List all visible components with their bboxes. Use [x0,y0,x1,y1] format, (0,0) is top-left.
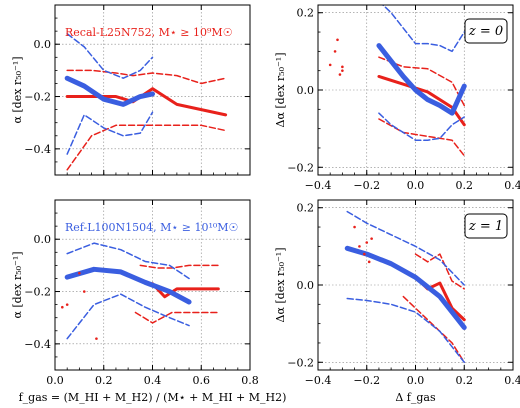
percentile-line-5 [378,112,465,141]
x-tick-label: 0.6 [193,374,211,387]
x-tick-label: 0.2 [95,374,113,387]
percentile-line-5 [66,293,190,340]
scatter-point [363,252,366,256]
panel-title: Recal-L25N752, M⋆ ≥ 10⁹M☉ [65,26,233,39]
percentile-line-2 [402,295,465,364]
y-tick-label: 0.0 [34,233,52,246]
redshift-box [464,213,508,239]
x-tick-label: 0.0 [407,374,425,387]
percentile-line-4 [66,33,154,79]
x-tick-label: 0.2 [456,374,474,387]
percentile-line-4 [66,242,190,280]
percentile-line-5 [66,111,154,155]
scatter-point [353,225,356,229]
x-tick-label: 0.4 [504,374,520,387]
percentile-line-5 [346,297,465,364]
percentile-line-2 [134,311,220,324]
y-tick-label: −0.2 [24,286,51,299]
scatter-point [370,237,373,240]
scatter-point [328,63,332,67]
plot-area [61,242,220,340]
plot-area [344,210,467,364]
percentile-line-2 [378,118,465,157]
redshift-label: z = 0 [468,24,503,39]
x-tick-label: 0.4 [144,374,162,387]
scatter-point [365,241,369,244]
panel-top-left: −0.4 −0.2 0.0 α [dex r₅₀⁻¹] Recal-L25N752, M… [11,4,251,176]
median-line-0 [151,282,220,299]
y-axis-label: α [dex r₅₀⁻¹] [11,251,24,318]
scatter-point [95,337,98,340]
y-tick-label: 0.2 [297,202,315,215]
x-tick-label: −0.4 [305,179,332,192]
median-line-3 [64,266,192,305]
x-tick-label: −0.2 [353,179,380,192]
y-axis-label: α [dex r₅₀⁻¹] [11,56,24,123]
x-axis-label: Δ f_gas [395,391,436,404]
median-line-3 [64,75,155,107]
y-tick-label: 0.0 [297,84,315,97]
median-line-3 [376,43,467,116]
percentile-line-1 [66,69,227,85]
x-axis-label: f_gas = (M_HI + M_H2) / (M⋆ + M_HI + M_H… [19,391,287,404]
scatter-point [341,65,344,69]
scatter-point [82,290,86,293]
panel-bottom-left: 0.0 0.2 0.4 0.6 0.8 −0.4 −0.2 0.0 α [dex r₅₀⁻¹] f… [11,199,287,404]
scatter-point [358,245,361,248]
scatter-point [333,50,337,53]
y-tick-label: −0.4 [24,338,51,351]
y-tick-label: −0.2 [24,91,51,104]
y-tick-label: −0.2 [287,161,314,174]
scatter-point [336,38,339,42]
panel-title: Ref-L100N1504, M⋆ ≥ 10¹⁰M☉ [65,221,238,234]
percentile-line-1 [414,253,465,290]
scatter-point [367,260,371,264]
scatter-point [61,305,64,309]
y-tick-label: −0.4 [24,143,51,156]
redshift-box [464,18,508,44]
y-tick-label: −0.2 [287,356,314,369]
y-tick-label: 0.0 [34,38,52,51]
percentile-line-4 [381,5,465,53]
y-tick-label: 0.0 [297,279,315,292]
plot-area [64,33,228,171]
panel-bottom-right: −0.4 −0.2 0.0 0.2 0.4 −0.2 0.0 0.2 Δα [dex r₅₀⁻¹… [274,199,520,404]
scatter-point [341,69,344,72]
median-line-3 [344,245,467,330]
x-tick-label: 0.0 [46,374,64,387]
x-tick-label: 0.8 [241,374,259,387]
x-tick-label: 0.4 [504,179,520,192]
redshift-label: z = 1 [468,219,503,234]
scatter-point [78,271,81,275]
y-axis-label: Δα [dex r₅₀⁻¹] [274,248,287,323]
percentile-line-4 [346,210,465,286]
panel-top-right: −0.4 −0.2 0.0 0.2 0.4 −0.2 0.0 0.2 Δα [dex r₅₀⁻¹… [274,4,520,192]
scatter-point [338,73,342,76]
scatter-point [65,303,69,306]
percentile-line-1 [139,264,220,269]
y-tick-label: 0.2 [297,7,315,20]
median-line-0 [377,74,466,127]
percentile-line-2 [66,124,227,171]
x-tick-label: −0.4 [305,374,332,387]
x-tick-label: −0.2 [353,374,380,387]
x-tick-label: 0.2 [456,179,474,192]
x-tick-label: 0.0 [407,179,425,192]
y-axis-label: Δα [dex r₅₀⁻¹] [274,53,287,128]
plot-area [328,5,467,157]
